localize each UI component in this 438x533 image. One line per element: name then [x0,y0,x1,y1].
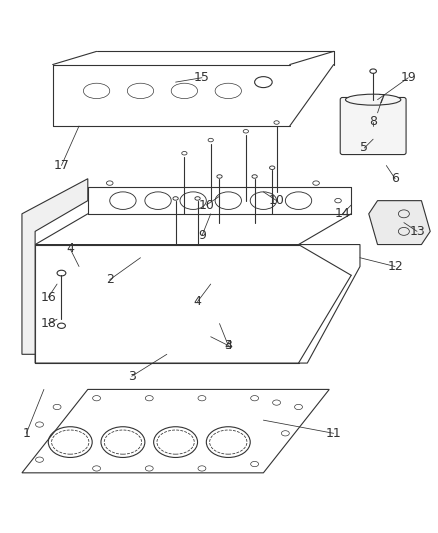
Text: 4: 4 [224,339,232,352]
Text: 5: 5 [360,141,367,155]
Text: 15: 15 [194,71,209,84]
Text: 14: 14 [334,207,350,220]
Text: 3: 3 [224,339,232,352]
Text: 10: 10 [198,198,214,212]
Text: 13: 13 [408,225,424,238]
Text: 3: 3 [127,370,135,383]
Text: 4: 4 [193,295,201,308]
Ellipse shape [345,94,400,105]
Text: 11: 11 [325,427,341,440]
Polygon shape [22,179,88,354]
Text: 16: 16 [40,290,56,304]
Text: 8: 8 [368,115,376,128]
Text: 19: 19 [399,71,415,84]
Text: 4: 4 [66,243,74,255]
Text: 2: 2 [106,273,113,286]
Text: 1: 1 [22,427,30,440]
Text: 18: 18 [40,317,56,330]
Text: 10: 10 [268,194,284,207]
Text: 9: 9 [198,229,205,243]
Text: 6: 6 [390,172,398,185]
Text: 12: 12 [386,260,402,273]
Polygon shape [368,200,429,245]
Text: 7: 7 [377,93,385,106]
Text: 17: 17 [53,159,69,172]
FancyBboxPatch shape [339,98,405,155]
